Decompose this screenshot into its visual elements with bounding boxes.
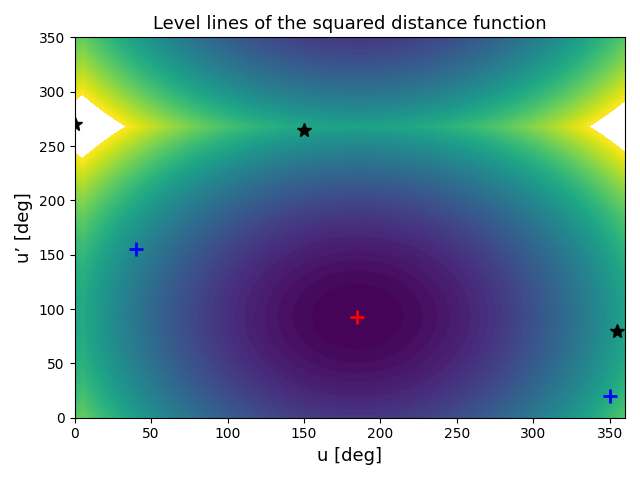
Title: Level lines of the squared distance function: Level lines of the squared distance func…	[153, 15, 547, 33]
X-axis label: u [deg]: u [deg]	[317, 447, 382, 465]
Y-axis label: u’ [deg]: u’ [deg]	[15, 192, 33, 263]
